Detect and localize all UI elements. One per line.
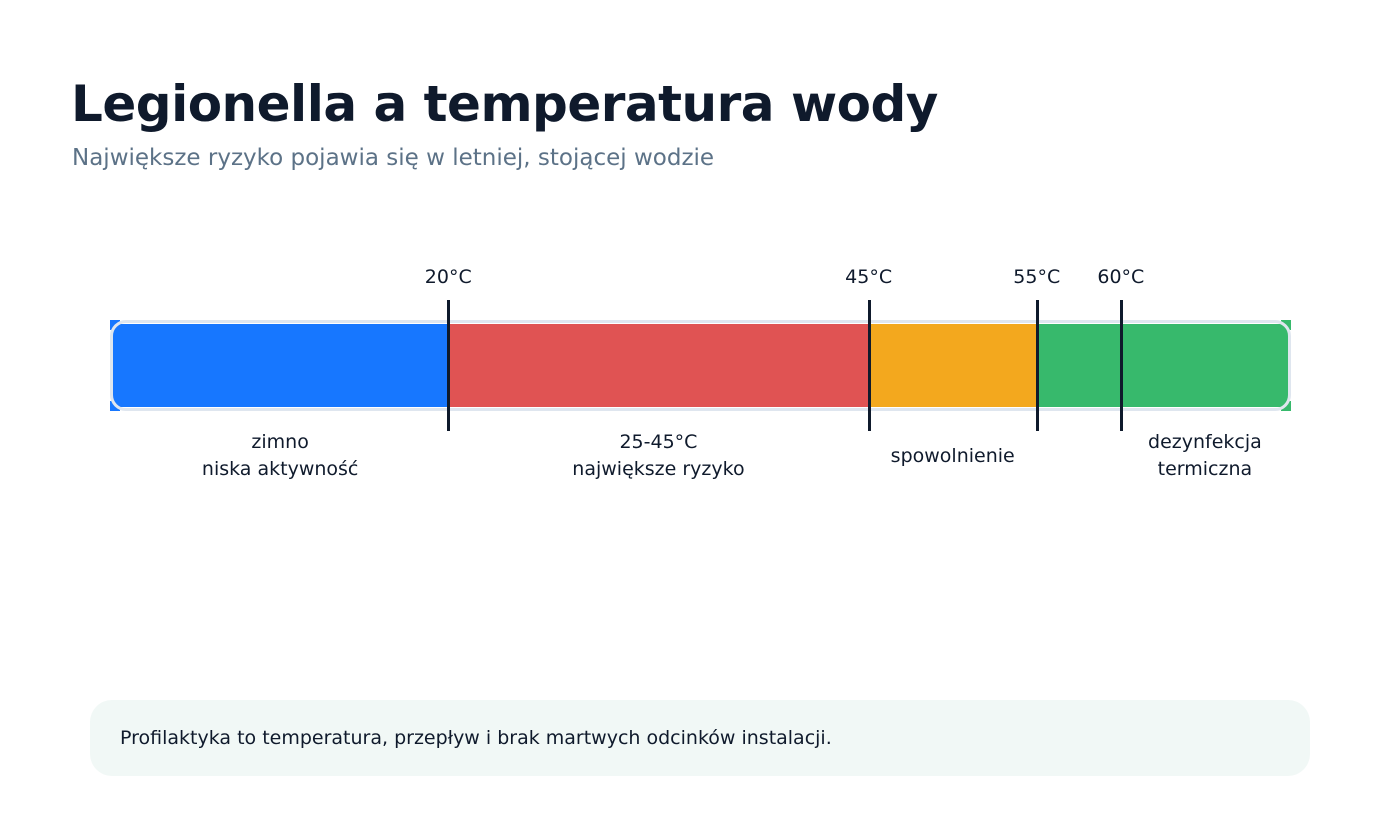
temperature-scale: 20°C 45°C 55°C 60°C zimno niska aktywnoś…	[110, 266, 1355, 483]
zone-slowdown-segment	[868, 324, 1037, 407]
scale-bar-frame	[110, 320, 1291, 411]
zone-cold-line-2: niska aktywność	[201, 458, 359, 480]
prevention-note-text: Profilaktyka to temperatura, przepływ i …	[120, 727, 832, 749]
tick-marker-20	[447, 300, 451, 431]
zone-slowdown-label: spowolnienie	[803, 443, 1103, 470]
zone-risk-label: 25-45°C największe ryzyko	[508, 429, 808, 483]
tick-label-55: 55°C	[1013, 266, 1061, 288]
zone-risk-line-1: 25-45°C	[619, 431, 698, 453]
zone-disinfection-segment	[1036, 324, 1289, 407]
zone-cold-segment	[112, 324, 449, 407]
tick-label-20: 20°C	[424, 266, 472, 288]
zone-cold-label: zimno niska aktywność	[130, 429, 430, 483]
prevention-note: Profilaktyka to temperatura, przepływ i …	[90, 700, 1310, 776]
page-title: Legionella a temperatura wody	[71, 75, 938, 133]
tick-label-45: 45°C	[845, 266, 893, 288]
tick-marker-60	[1119, 300, 1123, 431]
page-subtitle: Największe ryzyko pojawia się w letniej,…	[72, 145, 715, 171]
zone-disinfection-line-1: dezynfekcja	[1148, 431, 1262, 453]
zone-risk-segment	[448, 324, 869, 407]
zone-risk-line-2: największe ryzyko	[572, 458, 745, 480]
zone-disinfection-label: dezynfekcja termiczna	[1055, 429, 1355, 483]
tick-label-60: 60°C	[1097, 266, 1145, 288]
zone-slowdown-line-1: spowolnienie	[890, 445, 1015, 467]
zone-disinfection-line-2: termiczna	[1157, 458, 1253, 480]
tick-marker-45	[867, 300, 871, 431]
tick-marker-55	[1035, 300, 1039, 431]
zone-cold-line-1: zimno	[251, 431, 309, 453]
